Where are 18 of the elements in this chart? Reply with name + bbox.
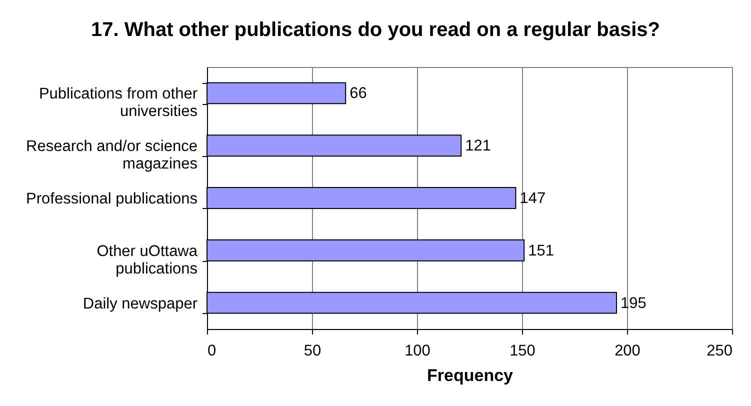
y-tick-label: Other uOttawa publications [96, 242, 198, 278]
y-tick-label: Research and/or science magazines [26, 138, 198, 173]
data-label: 195 [620, 294, 646, 312]
x-tick-label: 250 [706, 342, 733, 360]
data-label: 147 [520, 190, 546, 207]
y-tick-label: Professional publications [26, 190, 198, 208]
data-label: 66 [350, 85, 367, 102]
chart-title: 17. What other publications do you read on a regular basis? [91, 19, 660, 41]
y-tick-label: Daily newspaper [82, 295, 198, 312]
x-tick-label: 150 [510, 342, 536, 360]
x-tick-label: 100 [404, 342, 431, 360]
x-axis-title: Frequency [427, 366, 514, 385]
data-label: 151 [528, 242, 554, 260]
data-label: 121 [465, 138, 491, 155]
x-tick-label: 200 [614, 342, 641, 360]
y-tick-label: Publications from other universities [38, 86, 198, 120]
x-tick-label: 50 [304, 342, 322, 360]
x-tick-label: 0 [208, 342, 216, 360]
